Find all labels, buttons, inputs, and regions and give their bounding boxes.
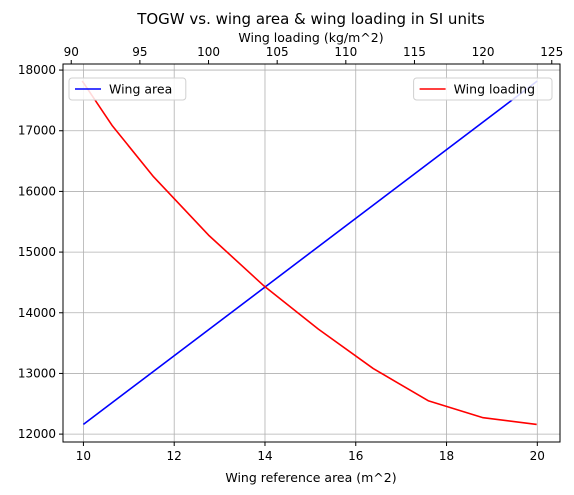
left-tick-label: 17000	[18, 124, 56, 138]
bottom-axis-label: Wing reference area (m^2)	[225, 470, 396, 485]
top-tick-label: 95	[132, 45, 147, 59]
left-tick-label: 16000	[18, 184, 56, 198]
left-tick-label: 15000	[18, 245, 56, 259]
plot-frame	[62, 63, 561, 443]
top-tick-label: 125	[540, 45, 563, 59]
left-tick-label: 18000	[18, 63, 56, 77]
top-tick-label: 90	[64, 45, 79, 59]
bottom-axis-ticks: 10 12 14 16 18 20	[76, 442, 545, 463]
series-line-wing-loading	[81, 80, 537, 426]
legend-box	[413, 77, 553, 101]
top-tick-label: 110	[334, 45, 357, 59]
top-axis-label: Wing loading (kg/m^2)	[238, 30, 383, 45]
left-axis-ticks: 12000 13000 14000 15000 16000 17000 18000	[18, 63, 63, 441]
bottom-tick-label: 16	[348, 449, 363, 463]
top-tick-label: 105	[266, 45, 289, 59]
left-tick-label: 13000	[18, 366, 56, 380]
chart-title: TOGW vs. wing area & wing loading in SI …	[136, 10, 485, 28]
grid	[63, 64, 560, 442]
top-axis-ticks: 90 95 100 105 110 115 120 125	[64, 45, 563, 64]
left-tick-label: 12000	[18, 427, 56, 441]
legends: Wing area Wing loading	[68, 77, 553, 101]
legend-wing-loading: Wing loading	[413, 77, 553, 101]
bottom-tick-label: 10	[76, 449, 91, 463]
legend-label: Wing area	[109, 82, 172, 97]
legend-label: Wing loading	[454, 82, 535, 97]
left-tick-label: 14000	[18, 306, 56, 320]
series-lines	[81, 80, 538, 426]
bottom-tick-label: 20	[530, 449, 545, 463]
bottom-tick-label: 18	[439, 449, 454, 463]
top-tick-label: 115	[403, 45, 426, 59]
bottom-tick-label: 14	[257, 449, 272, 463]
legend-box	[68, 77, 187, 101]
bottom-tick-label: 12	[167, 449, 182, 463]
legend-wing-area: Wing area	[68, 77, 187, 101]
series-line-wing-area	[82, 80, 538, 426]
top-tick-label: 100	[197, 45, 220, 59]
top-tick-label: 120	[472, 45, 495, 59]
